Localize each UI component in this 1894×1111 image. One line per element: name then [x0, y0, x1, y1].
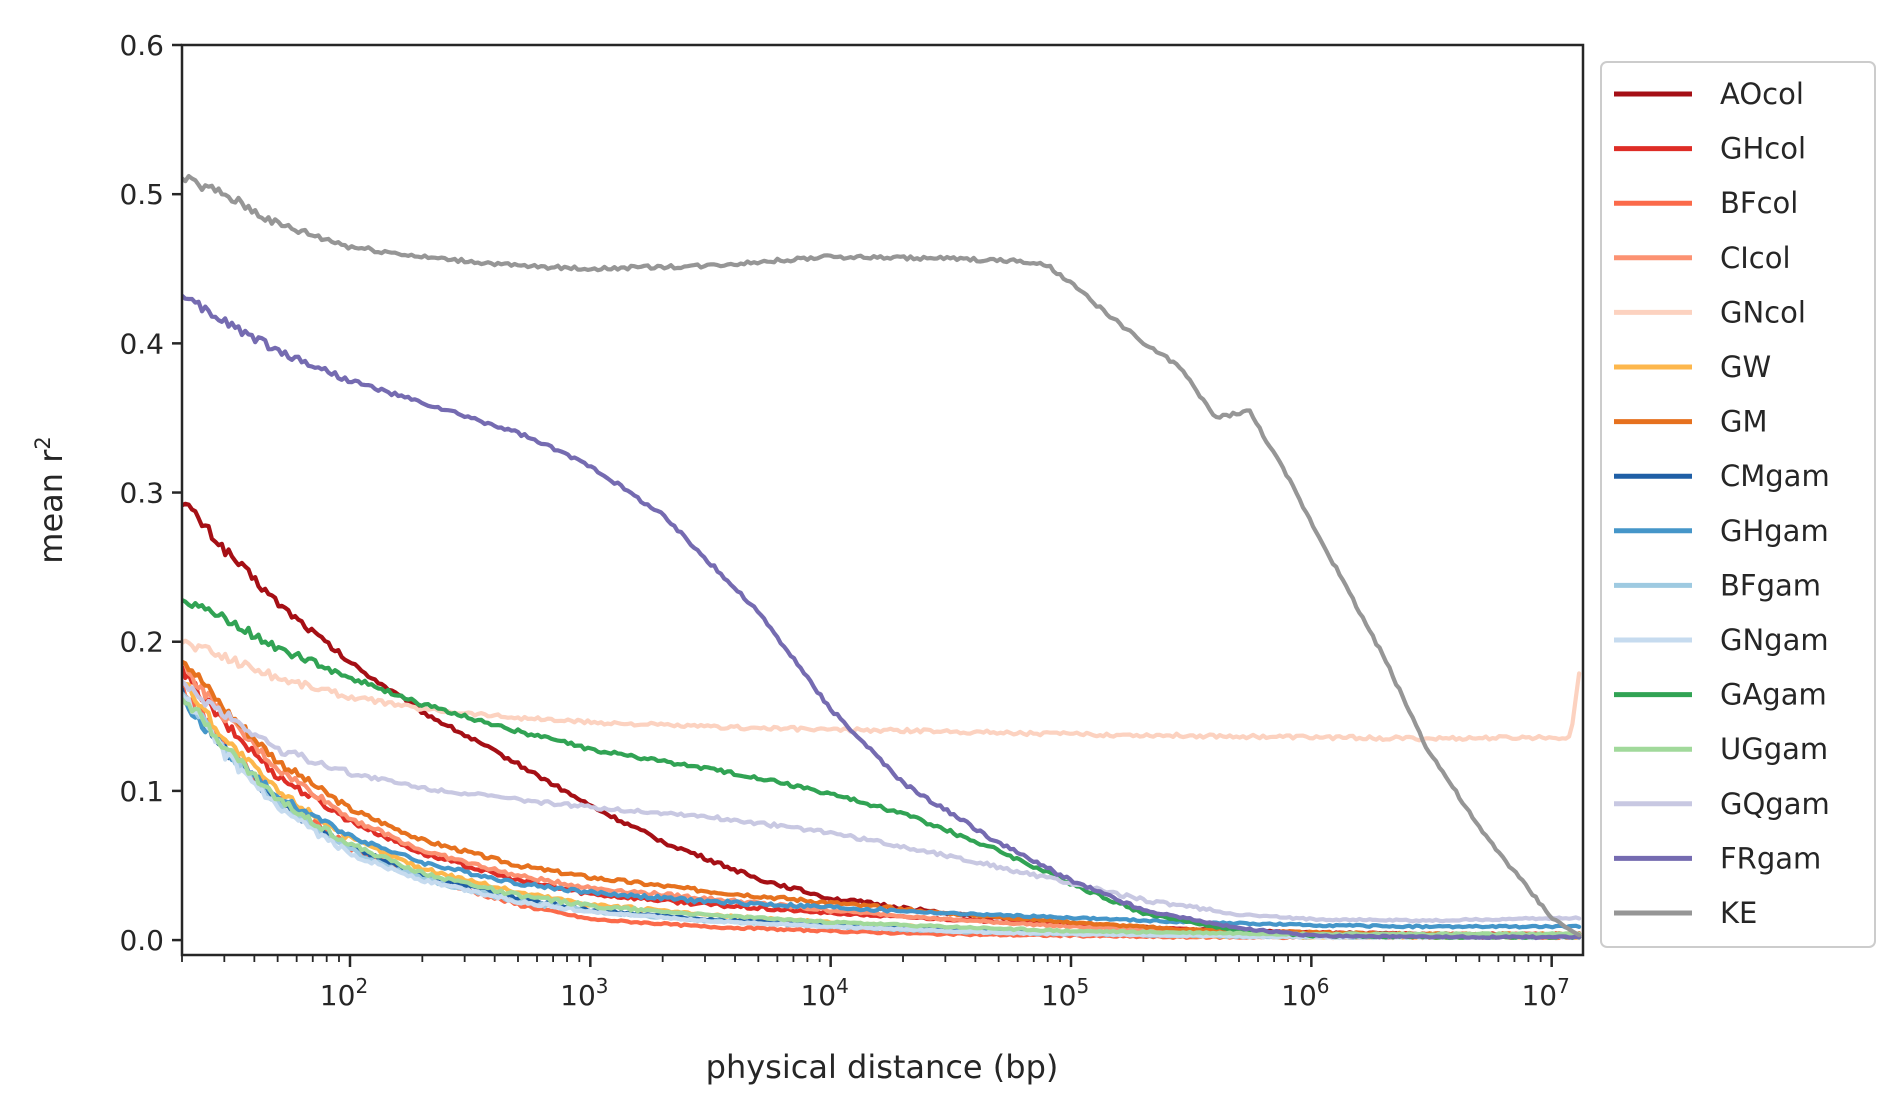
legend-items: AOcol GHcol BFcol CIcol GNcol GW GM CMgam GHgam B…: [1614, 77, 1830, 930]
y-tick-label: 0.0: [119, 924, 164, 957]
legend-label: GNgam: [1720, 623, 1829, 657]
series-line-gagam: [182, 597, 1582, 940]
y-axis: 0.0 0.1 0.2 0.3 0.4 0.5 0.6: [119, 29, 182, 957]
plot-lines: [182, 173, 1582, 941]
x-axis: 102 103 104 105 106 107: [181, 955, 1570, 1012]
legend-label: BFcol: [1720, 186, 1798, 220]
legend-label: BFgam: [1720, 568, 1821, 602]
legend-label: FRgam: [1720, 841, 1821, 875]
legend-label: GQgam: [1720, 787, 1830, 821]
x-tick-label: 107: [1521, 974, 1569, 1012]
legend-label: UGgam: [1720, 732, 1828, 766]
series-line-ghgam: [182, 696, 1582, 930]
legend-label: GNcol: [1720, 295, 1806, 329]
legend-label: GHcol: [1720, 132, 1806, 166]
series-line-ke: [182, 173, 1582, 938]
y-tick-label: 0.1: [119, 775, 164, 808]
x-axis-label: physical distance (bp): [706, 1048, 1059, 1086]
legend-label: CMgam: [1720, 459, 1830, 493]
series-line-bfcol: [182, 681, 1582, 941]
series-line-frgam: [182, 293, 1582, 941]
series-line-ghcol: [182, 664, 1582, 938]
y-axis-label: mean r2: [31, 436, 70, 563]
legend-label: GHgam: [1720, 514, 1829, 548]
y-tick-label: 0.4: [119, 327, 164, 360]
legend-label: KE: [1720, 896, 1757, 930]
legend: AOcol GHcol BFcol CIcol GNcol GW GM CMgam GHgam B…: [1600, 61, 1876, 948]
series-line-aocol: [182, 501, 1582, 939]
series-line-gw: [182, 680, 1582, 941]
legend-label: CIcol: [1720, 241, 1791, 275]
x-tick-label: 102: [320, 974, 368, 1012]
x-tick-label: 104: [800, 974, 848, 1012]
plot-frame: [180, 43, 1585, 957]
legend-box: [1600, 61, 1876, 948]
legend-label: AOcol: [1720, 77, 1804, 111]
series-line-cmgam: [182, 687, 1582, 939]
y-tick-label: 0.5: [119, 178, 164, 211]
y-tick-label: 0.2: [119, 626, 164, 659]
y-tick-label: 0.3: [119, 477, 164, 510]
y-tick-label: 0.6: [119, 29, 164, 62]
series-line-gqgam: [182, 679, 1582, 924]
series-group: [182, 173, 1582, 941]
x-tick-label: 105: [1041, 974, 1089, 1012]
x-tick-label: 106: [1281, 974, 1329, 1012]
legend-label: GAgam: [1720, 678, 1827, 712]
legend-label: GM: [1720, 405, 1768, 439]
y-axis-label-superscript: 2: [31, 436, 55, 449]
legend-label: GW: [1720, 350, 1771, 384]
series-line-gncol: [182, 638, 1582, 743]
x-tick-label: 103: [560, 974, 608, 1012]
